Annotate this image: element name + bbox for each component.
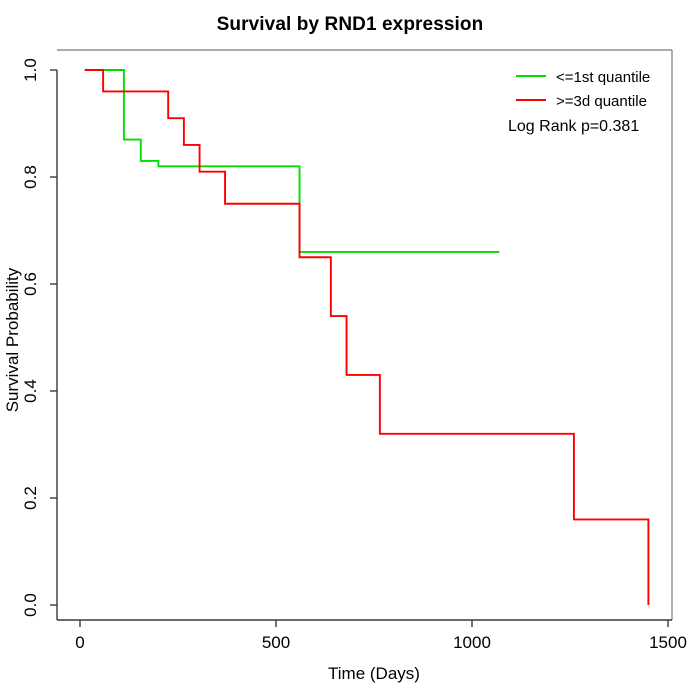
survival-curve-low-expression <box>87 69 500 253</box>
y-tick-label-1.0: 1.0 <box>21 58 40 82</box>
page-title: Survival by RND1 expression <box>216 14 484 35</box>
x-tick-label-500: 500 <box>262 633 290 652</box>
x-tick-label-1500: 1500 <box>649 633 687 652</box>
y-tick-label-0.4: 0.4 <box>21 379 40 403</box>
log-rank-annotation: Log Rank p=0.381 <box>508 118 639 135</box>
y-axis-tick-labels: 1.0 0.8 0.6 0.4 0.2 0.0 <box>21 58 40 617</box>
x-axis-title: Time (Days) <box>328 664 420 683</box>
y-tick-label-0.8: 0.8 <box>21 165 40 189</box>
survival-curve-high-expression <box>84 69 650 605</box>
x-axis-tick-labels: 0 500 1000 1500 <box>75 633 687 652</box>
y-tick-label-0.6: 0.6 <box>21 272 40 296</box>
legend-label-high-expression: >=3d quantile <box>556 93 647 110</box>
y-axis-ticks <box>50 69 57 606</box>
y-tick-label-0.0: 0.0 <box>21 593 40 617</box>
x-tick-label-0: 0 <box>75 633 84 652</box>
legend: <=1st quantile >=3d quantile <box>516 69 650 110</box>
y-tick-label-0.2: 0.2 <box>21 486 40 510</box>
x-tick-label-1000: 1000 <box>453 633 491 652</box>
survival-curves <box>84 69 650 605</box>
x-axis-ticks <box>79 620 669 627</box>
legend-label-low-expression: <=1st quantile <box>556 69 650 86</box>
y-axis-title: Survival Probability <box>3 267 22 412</box>
